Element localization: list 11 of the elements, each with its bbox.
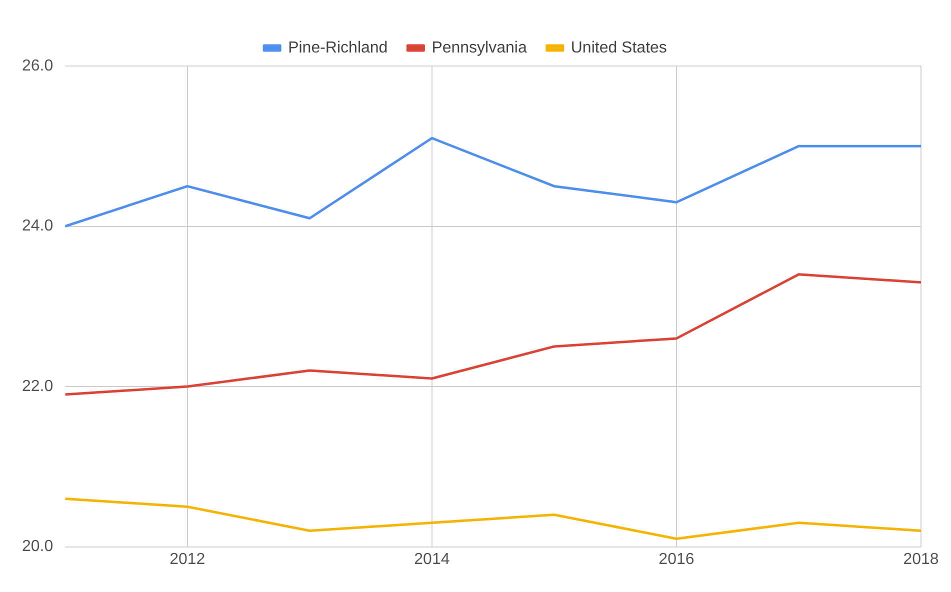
x-tick-label: 2016 bbox=[658, 550, 694, 568]
legend-label: United States bbox=[570, 39, 667, 56]
y-tick-label: 24.0 bbox=[22, 218, 54, 235]
y-tick-label: 26.0 bbox=[22, 57, 54, 74]
x-tick-label: 2014 bbox=[414, 550, 450, 568]
legend-label: Pennsylvania bbox=[432, 39, 527, 56]
x-tick-label: 2018 bbox=[903, 550, 939, 568]
legend-label: Pine-Richland bbox=[288, 39, 388, 56]
y-tick-label: 20.0 bbox=[22, 538, 54, 556]
y-tick-label: 22.0 bbox=[22, 378, 54, 395]
x-tick-label: 2012 bbox=[170, 550, 206, 568]
